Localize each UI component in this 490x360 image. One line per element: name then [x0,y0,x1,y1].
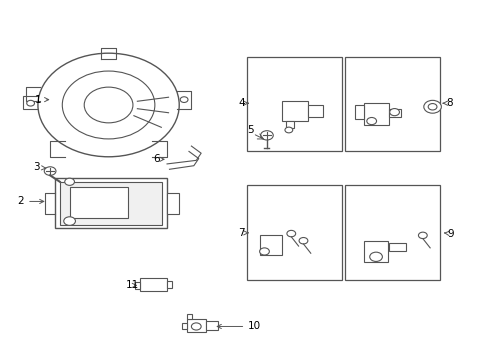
Circle shape [180,97,188,103]
Bar [167,282,172,288]
Circle shape [390,109,399,116]
Text: 3: 3 [33,162,46,172]
Text: 6: 6 [153,154,164,164]
Bar [260,235,282,255]
Text: 9: 9 [444,229,454,239]
Circle shape [418,232,427,239]
Circle shape [299,238,308,244]
Circle shape [192,323,201,330]
Circle shape [38,53,179,157]
Bar [24,96,40,109]
Text: 2: 2 [18,197,44,206]
Circle shape [370,252,382,261]
Bar [167,193,179,214]
Bar [345,185,440,280]
Bar [247,185,343,280]
Bar [187,314,193,319]
Bar [389,109,401,117]
Bar [365,103,389,125]
Text: 1: 1 [35,95,49,105]
Circle shape [84,87,133,123]
Circle shape [62,71,155,139]
Text: 10: 10 [217,321,261,332]
Bar [355,105,365,119]
Circle shape [367,117,376,125]
Circle shape [260,248,270,255]
Text: 5: 5 [247,125,254,135]
Text: 7: 7 [238,228,248,238]
Bar [140,278,167,291]
Bar [365,241,388,262]
Bar [282,102,308,121]
Circle shape [64,217,75,225]
Bar [389,243,406,251]
Bar [187,319,206,332]
Circle shape [44,167,56,175]
Bar [206,321,218,330]
Bar [70,187,128,217]
Bar [60,182,162,225]
Bar [345,57,440,152]
Bar [55,178,167,228]
Text: 8: 8 [443,98,453,108]
Circle shape [65,178,74,185]
Circle shape [27,100,34,106]
Bar [182,323,187,329]
Bar [247,57,343,152]
Bar [287,121,294,128]
Text: 11: 11 [125,280,139,291]
Circle shape [285,127,293,133]
Circle shape [261,131,273,140]
Circle shape [424,100,441,113]
Circle shape [287,230,295,237]
Circle shape [428,104,437,110]
Bar [308,105,323,117]
Bar [135,282,140,289]
Text: 4: 4 [239,98,248,108]
